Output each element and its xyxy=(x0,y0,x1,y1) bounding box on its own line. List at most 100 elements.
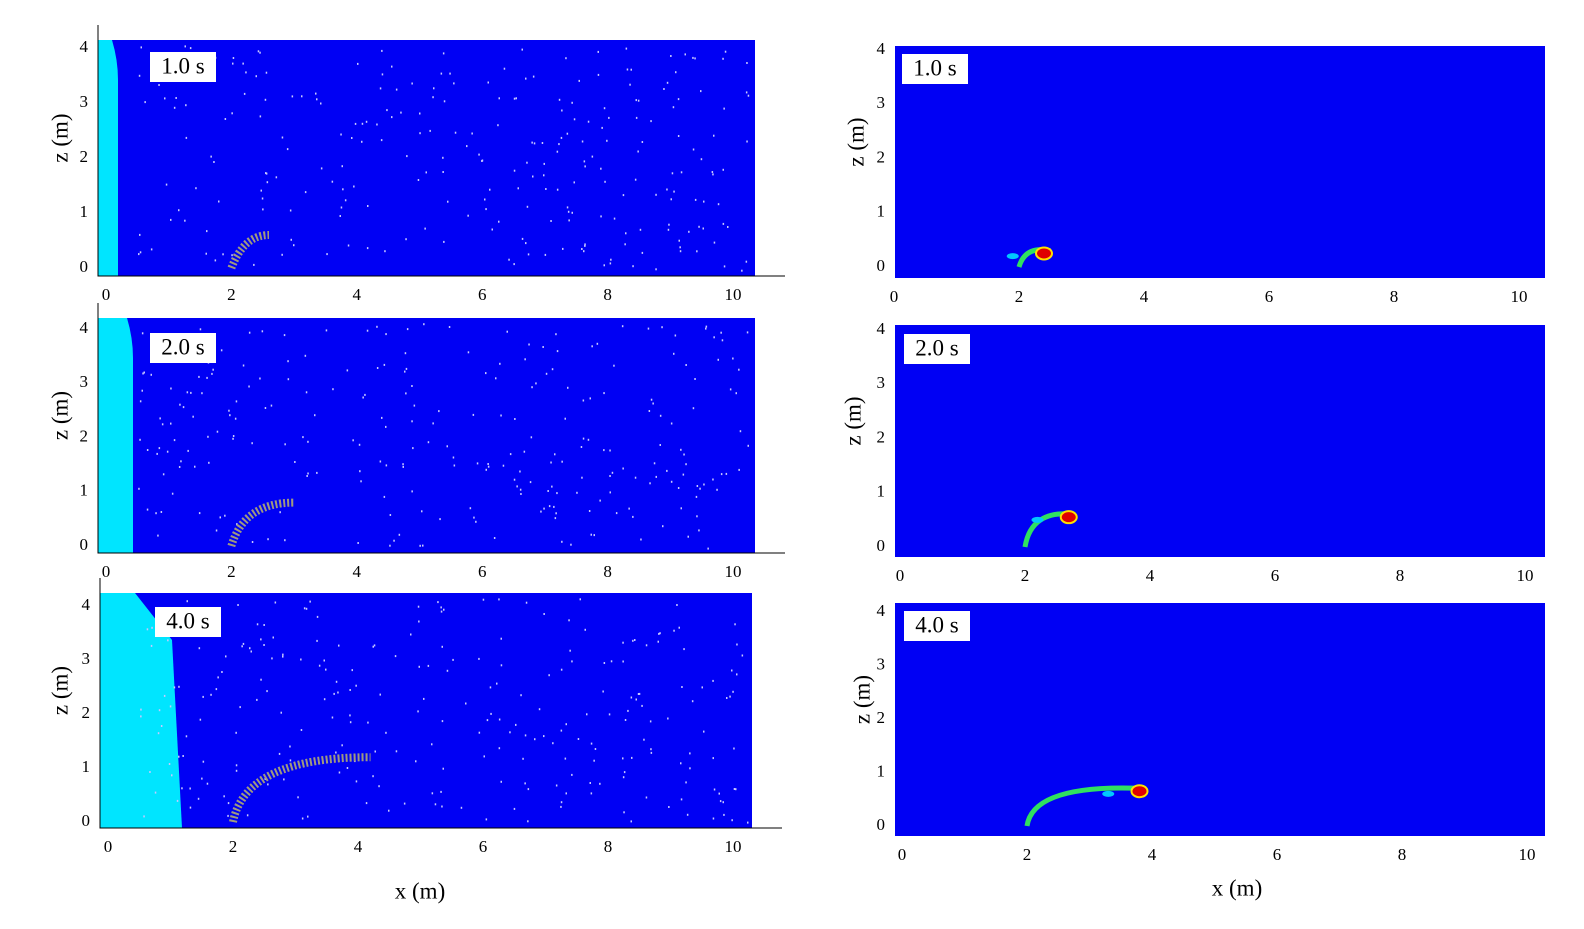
particle xyxy=(158,84,160,86)
particle xyxy=(712,679,714,682)
particle xyxy=(506,330,508,333)
particle xyxy=(659,414,662,417)
particle xyxy=(178,685,180,688)
time-label: 1.0 s xyxy=(913,55,957,80)
particle xyxy=(589,397,591,400)
y-tick-label: 3 xyxy=(877,93,886,112)
particle xyxy=(332,388,334,391)
particle xyxy=(747,444,749,447)
particle xyxy=(266,690,268,693)
particle xyxy=(641,141,644,143)
particle xyxy=(286,148,289,151)
particle xyxy=(731,819,733,822)
particle xyxy=(381,73,384,76)
particle xyxy=(439,518,441,521)
particle xyxy=(447,200,449,203)
particle xyxy=(351,669,353,672)
particle xyxy=(184,45,186,48)
particle xyxy=(672,106,675,109)
particle xyxy=(645,644,648,647)
field xyxy=(895,603,1545,836)
particle xyxy=(185,104,187,107)
particle xyxy=(558,143,560,146)
particle xyxy=(732,690,734,693)
particle xyxy=(519,488,522,491)
particle xyxy=(260,189,262,192)
particle xyxy=(478,153,480,156)
particle xyxy=(525,242,527,245)
particle xyxy=(354,122,357,125)
particle xyxy=(171,774,173,777)
particle xyxy=(532,75,535,78)
particle xyxy=(694,198,697,201)
particle xyxy=(265,71,268,74)
particle xyxy=(564,757,567,760)
particle xyxy=(331,716,334,719)
particle xyxy=(432,96,434,99)
particle xyxy=(139,251,142,254)
x-tick-label: 8 xyxy=(1396,566,1405,585)
particle xyxy=(676,604,678,606)
plume-core xyxy=(1035,246,1053,261)
particle xyxy=(206,782,209,785)
particle xyxy=(395,750,398,753)
particle xyxy=(707,547,709,550)
particle xyxy=(648,410,651,412)
particle xyxy=(340,206,343,209)
particle xyxy=(170,422,172,425)
particle xyxy=(578,79,580,82)
particle xyxy=(498,747,501,750)
particle xyxy=(678,626,680,629)
particle xyxy=(271,657,273,660)
particle xyxy=(543,507,545,510)
particle xyxy=(220,349,223,352)
particle xyxy=(264,98,267,101)
particle xyxy=(235,764,238,767)
particle xyxy=(514,418,516,420)
y-tick-label: 0 xyxy=(80,535,89,554)
particle xyxy=(581,476,583,479)
particle xyxy=(231,254,233,257)
particle xyxy=(602,690,604,693)
particle xyxy=(649,720,652,723)
particle xyxy=(423,323,425,326)
x-tick-label: 0 xyxy=(898,845,907,864)
y-tick-label: 1 xyxy=(877,761,886,780)
particle xyxy=(214,259,217,262)
particle xyxy=(275,176,278,179)
particle xyxy=(216,430,219,433)
particle xyxy=(678,239,680,242)
particle xyxy=(731,669,733,672)
particle xyxy=(560,805,562,808)
particle xyxy=(217,676,219,679)
particle xyxy=(213,161,215,163)
x-tick-label: 6 xyxy=(478,562,487,581)
particle xyxy=(746,62,748,64)
particle xyxy=(325,668,327,671)
particle xyxy=(415,760,417,763)
particle xyxy=(520,493,522,495)
particle xyxy=(500,664,503,667)
particle xyxy=(410,633,412,636)
particle xyxy=(178,755,180,758)
particle xyxy=(225,655,227,658)
particle xyxy=(412,447,414,450)
particle xyxy=(469,507,472,510)
particle xyxy=(287,360,289,363)
particle xyxy=(584,243,586,246)
particle xyxy=(487,81,489,84)
particle xyxy=(587,438,590,441)
particle xyxy=(378,785,380,788)
particle xyxy=(584,628,586,631)
particle xyxy=(624,719,627,721)
particle xyxy=(218,200,220,203)
particle xyxy=(498,220,500,223)
particle xyxy=(688,230,690,233)
particle xyxy=(393,539,395,542)
particle xyxy=(484,198,486,201)
particle xyxy=(166,450,169,453)
particle xyxy=(442,171,444,173)
axis-line xyxy=(97,25,785,277)
particle xyxy=(637,99,640,102)
particle xyxy=(561,460,563,463)
